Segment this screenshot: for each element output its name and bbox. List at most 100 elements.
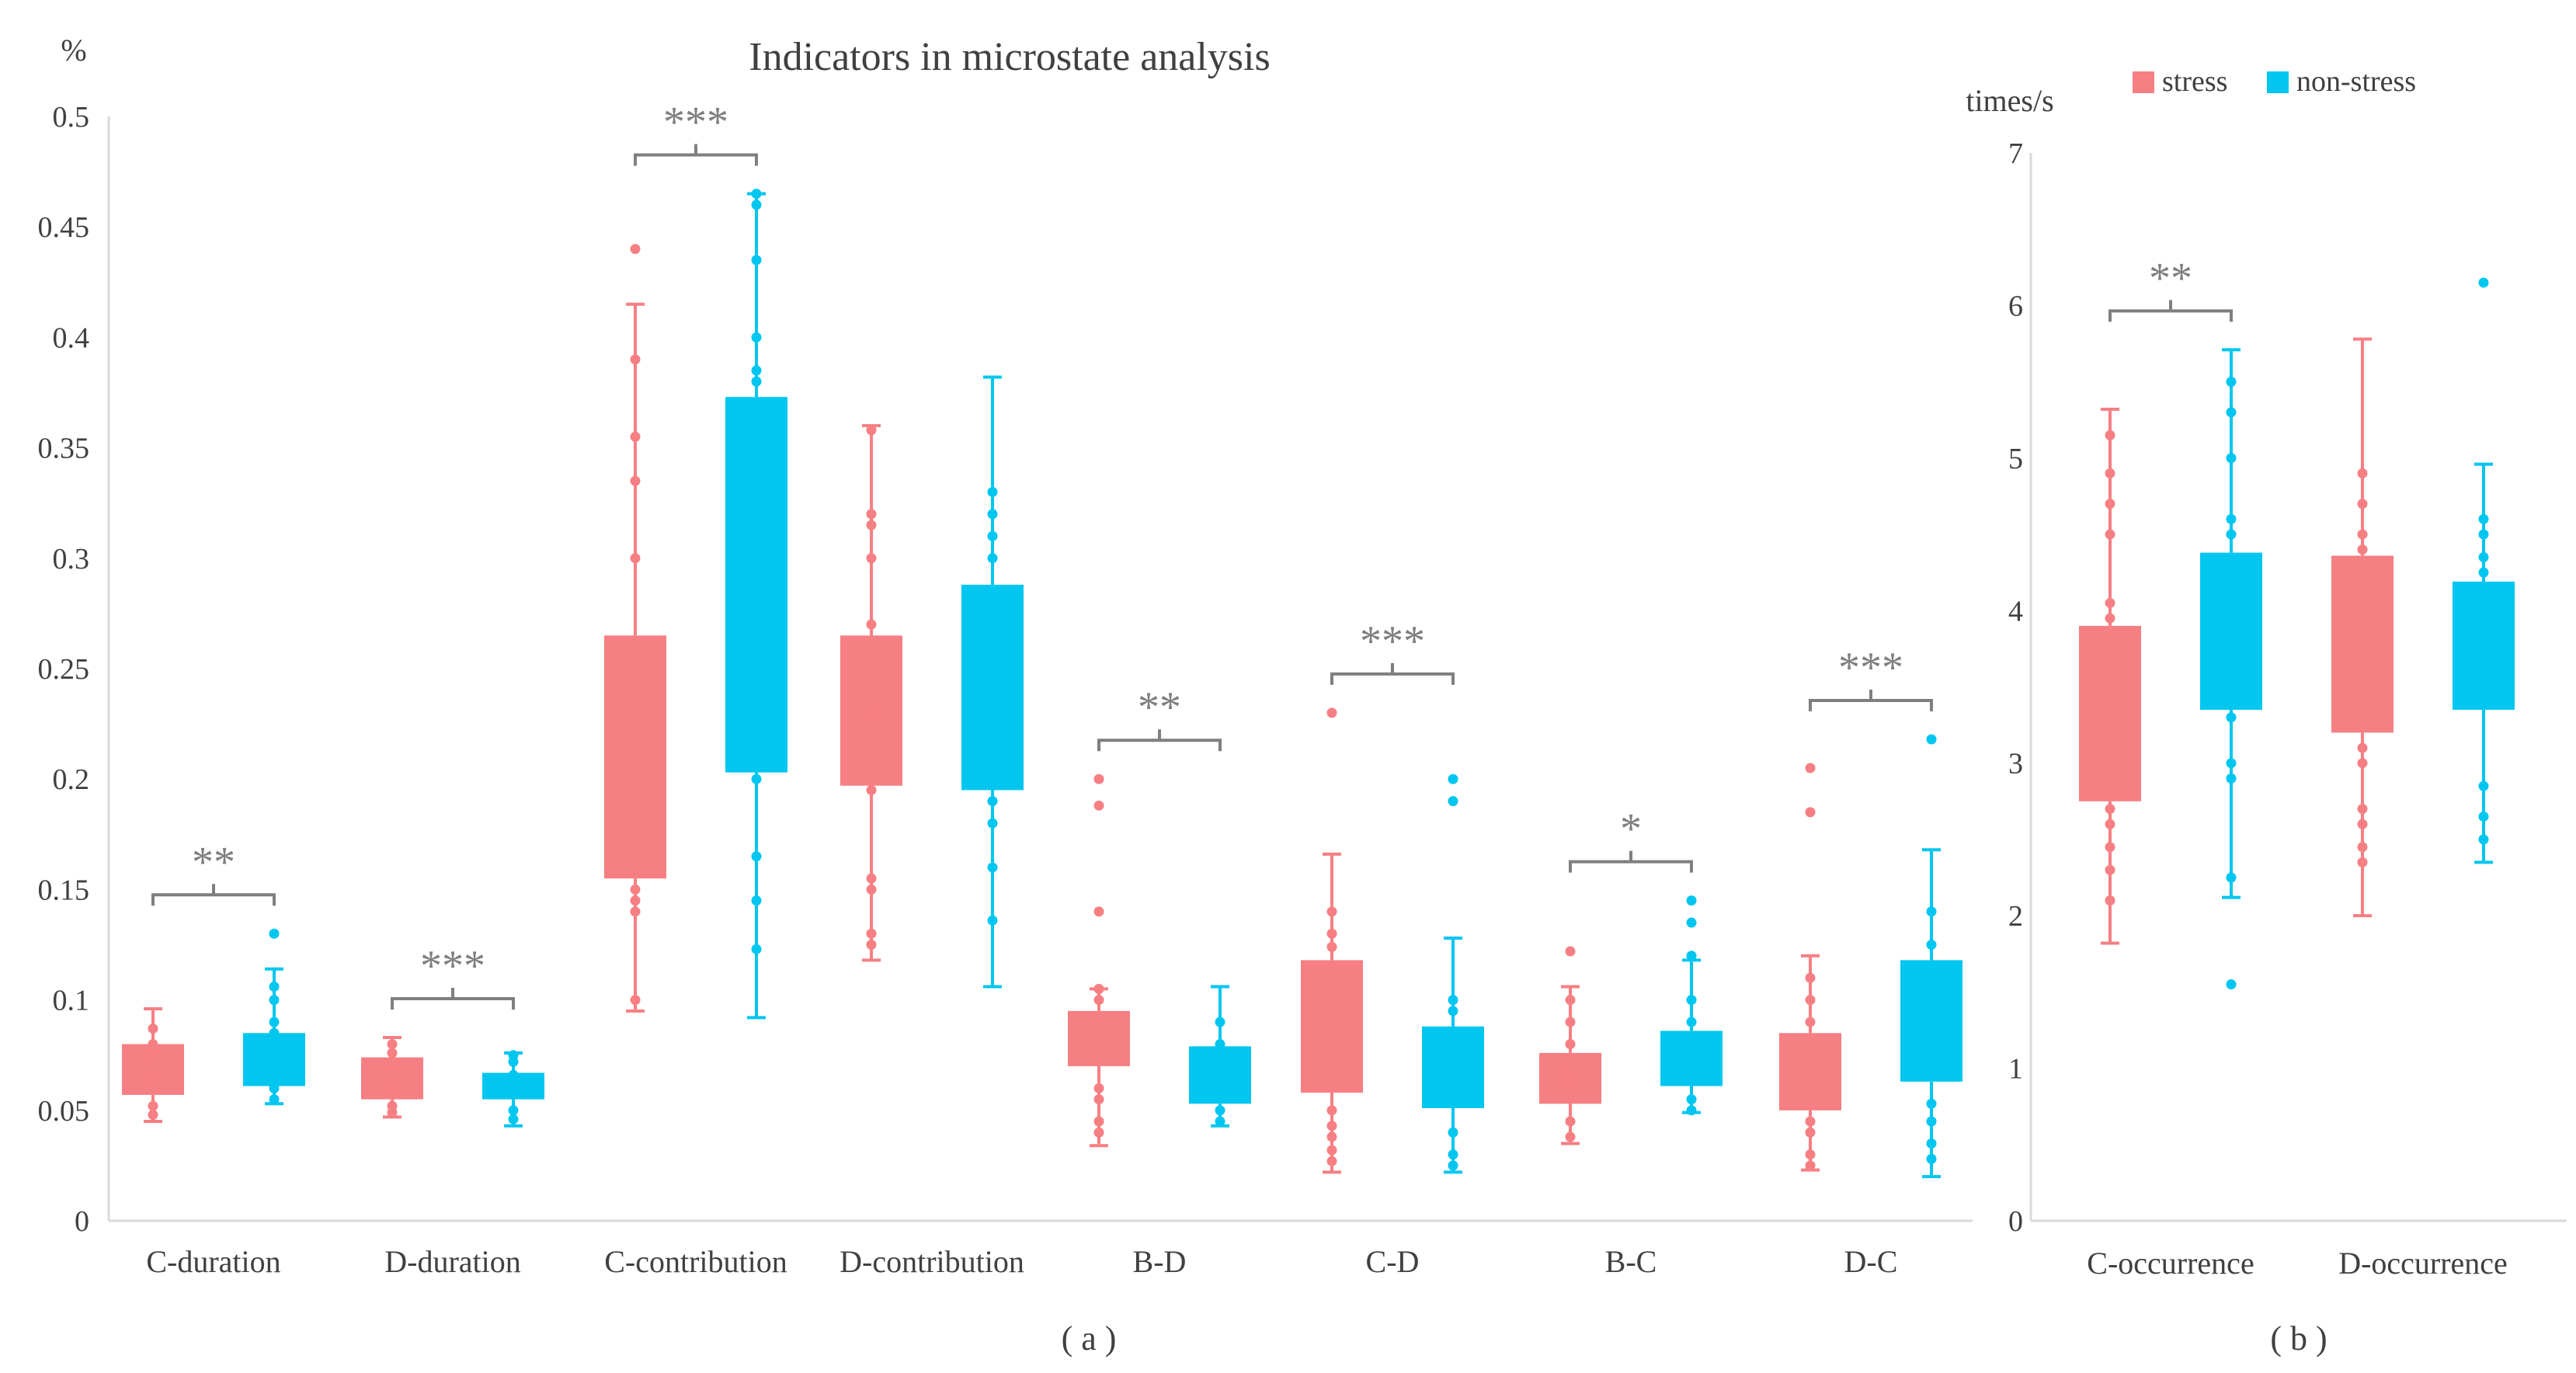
data-point-stress [148, 1083, 158, 1093]
significance-bracket [634, 144, 758, 166]
data-point-non-stress [1215, 1083, 1225, 1093]
y-tick-label: 0.45 [38, 211, 90, 244]
legend-swatch-non-stress [2267, 71, 2289, 93]
data-point-non-stress [269, 1083, 280, 1093]
data-point-non-stress [1686, 951, 1697, 961]
data-point-stress [2105, 597, 2115, 608]
data-point-non-stress [987, 509, 998, 520]
data-point-stress [2105, 864, 2115, 875]
data-point-stress [866, 884, 877, 895]
panel-a: 0 0.05 0.1 0.15 0.2 0.25 0.3 0.35 0.4 0.45 0.5% Ind… [38, 33, 1973, 1357]
panel-caption: ( a ) [1062, 1319, 1117, 1357]
data-point-non-stress [1215, 1105, 1225, 1116]
significance-label: *** [663, 99, 728, 147]
data-point-stress [1326, 707, 1337, 718]
data-point-stress [1565, 995, 1576, 1006]
data-point-stress [1093, 800, 1104, 811]
data-point-non-stress [1926, 734, 1937, 745]
data-point-stress [1093, 1116, 1104, 1127]
data-point-non-stress [1448, 1006, 1458, 1017]
data-point-non-stress [751, 741, 762, 752]
data-point-non-stress [1215, 1038, 1225, 1049]
x-tick-label: C-duration [146, 1244, 280, 1279]
data-point-stress [1565, 1131, 1576, 1142]
data-point-non-stress [1448, 1160, 1458, 1171]
data-point-non-stress [269, 1017, 280, 1027]
data-point-stress [2357, 544, 2368, 555]
data-point-non-stress [2226, 758, 2237, 769]
data-point-non-stress [987, 862, 998, 873]
data-point-stress [630, 906, 641, 917]
significance-label: *** [1360, 617, 1425, 666]
significance-label: *** [1838, 644, 1903, 692]
data-point-non-stress [1686, 995, 1697, 1006]
data-point-non-stress [2226, 529, 2237, 540]
data-point-non-stress [751, 200, 762, 210]
data-point-stress [148, 1061, 158, 1072]
significance-bracket [1809, 690, 1933, 712]
data-point-stress [1326, 1121, 1337, 1131]
panel-caption: ( b ) [2270, 1319, 2327, 1357]
data-point-stress [2105, 499, 2115, 509]
data-point-stress [866, 553, 877, 564]
data-point-stress [1326, 1131, 1337, 1142]
data-point-stress [866, 619, 877, 630]
data-point-stress [1093, 983, 1104, 994]
data-point-non-stress [1926, 940, 1937, 950]
x-tick-label: C-occurrence [2087, 1246, 2254, 1281]
y-tick-label: 0.4 [53, 322, 90, 354]
x-tick-label: C-contribution [604, 1244, 787, 1279]
data-point-non-stress [1686, 1094, 1697, 1105]
legend-swatch-stress [2133, 71, 2154, 93]
y-tick-label: 4 [2008, 595, 2023, 627]
data-point-stress [630, 895, 641, 906]
data-point-non-stress [1926, 1098, 1937, 1109]
data-point-stress [866, 940, 877, 950]
data-point-stress [2357, 857, 2368, 867]
x-tick-label: D-C [1844, 1244, 1898, 1279]
data-point-non-stress [987, 530, 998, 541]
data-point-non-stress [751, 376, 762, 387]
data-point-stress [1805, 972, 1816, 983]
data-point-stress [866, 784, 877, 795]
data-point-stress [1805, 763, 1816, 773]
data-point-stress [630, 995, 641, 1006]
data-point-stress [387, 1038, 398, 1049]
data-point-stress [866, 707, 877, 718]
data-point-stress [1565, 946, 1576, 957]
significance-bracket [2108, 300, 2233, 322]
data-point-non-stress [1926, 1116, 1937, 1127]
box-non-stress [725, 397, 787, 773]
significance-bracket [1097, 729, 1222, 752]
data-point-non-stress [1686, 1017, 1697, 1027]
legend: stress non-stress [2133, 65, 2416, 98]
data-point-non-stress [751, 773, 762, 784]
data-point-non-stress [508, 1079, 519, 1090]
data-point-non-stress [1215, 1116, 1225, 1127]
data-point-stress [2105, 429, 2115, 440]
x-tick-label: B-D [1133, 1244, 1187, 1279]
data-point-stress [866, 873, 877, 884]
data-point-non-stress [2226, 377, 2237, 388]
data-point-non-stress [269, 1072, 280, 1083]
data-point-non-stress [269, 928, 280, 939]
data-point-stress [1093, 1127, 1104, 1138]
data-point-non-stress [2478, 529, 2489, 540]
data-point-non-stress [1926, 906, 1937, 917]
data-point-non-stress [2478, 834, 2489, 845]
data-point-non-stress [508, 1087, 519, 1098]
data-point-stress [148, 1038, 158, 1049]
data-point-non-stress [508, 1050, 519, 1061]
data-point-non-stress [987, 553, 998, 564]
chart-title: Indicators in microstate analysis [749, 35, 1270, 79]
data-point-stress [1805, 1149, 1816, 1160]
box-non-stress [1189, 1046, 1251, 1104]
data-point-non-stress [1448, 796, 1458, 807]
y-tick-label: 0 [75, 1205, 89, 1238]
y-tick-label: 0.1 [53, 985, 90, 1017]
y-tick-label: 2 [2008, 900, 2023, 933]
data-point-non-stress [1686, 895, 1697, 906]
data-point-non-stress [1686, 1105, 1697, 1116]
data-point-non-stress [2478, 811, 2489, 822]
